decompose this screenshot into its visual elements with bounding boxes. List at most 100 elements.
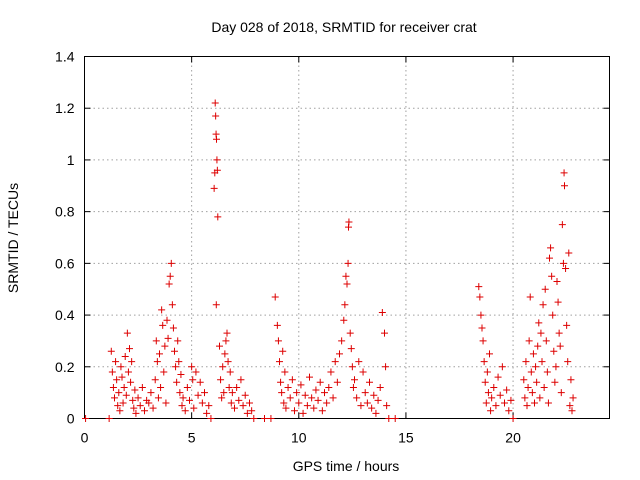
data-point — [224, 358, 232, 366]
data-point — [527, 368, 535, 376]
data-point — [153, 358, 161, 366]
data-point — [250, 415, 258, 422]
data-point — [483, 368, 491, 376]
data-point — [192, 368, 200, 376]
data-point — [333, 378, 341, 386]
data-point — [126, 345, 133, 353]
data-point — [273, 321, 281, 329]
data-point — [486, 350, 493, 358]
data-point — [541, 285, 549, 293]
data-point — [105, 415, 113, 422]
data-point — [213, 156, 221, 164]
data-point — [178, 402, 186, 410]
data-point — [203, 409, 211, 417]
data-point — [119, 399, 127, 407]
data-point — [490, 383, 498, 391]
chart-title: Day 028 of 2018, SRMTID for receiver cra… — [211, 19, 476, 35]
data-point — [179, 394, 187, 402]
y-tick-label: 1.2 — [55, 100, 75, 116]
data-point — [207, 415, 215, 422]
data-point — [108, 368, 116, 376]
data-point — [131, 386, 139, 394]
data-point — [132, 409, 140, 417]
data-point — [147, 389, 155, 397]
data-point — [201, 389, 208, 397]
data-point — [381, 329, 388, 337]
data-point — [374, 396, 382, 404]
data-point — [278, 389, 286, 397]
data-point — [560, 169, 568, 177]
data-point — [225, 383, 233, 391]
data-point — [308, 394, 316, 402]
data-point — [130, 404, 138, 412]
data-point — [157, 383, 165, 391]
data-point — [218, 394, 226, 402]
data-point — [534, 342, 542, 350]
data-point — [556, 342, 564, 350]
y-tick-label: 0 — [67, 411, 75, 427]
data-point — [391, 415, 399, 422]
data-point — [297, 381, 305, 389]
data-point — [543, 368, 551, 376]
data-point — [189, 376, 197, 384]
data-point — [532, 363, 540, 371]
data-point — [329, 394, 337, 402]
data-point — [186, 396, 193, 404]
data-point — [237, 376, 245, 384]
data-point — [161, 342, 169, 350]
data-point — [484, 389, 492, 397]
x-tick-label: 20 — [505, 430, 521, 446]
data-point — [213, 135, 220, 143]
data-point — [528, 389, 536, 397]
data-point — [323, 399, 331, 407]
data-point — [149, 404, 157, 412]
x-tick-label: 5 — [188, 430, 196, 446]
data-point — [113, 376, 121, 384]
data-point — [279, 347, 287, 355]
data-point — [122, 391, 130, 399]
data-point — [479, 337, 487, 345]
data-point — [160, 368, 168, 376]
data-point — [525, 337, 533, 345]
data-point — [173, 378, 181, 386]
data-point — [127, 378, 135, 386]
data-point — [552, 363, 560, 371]
data-point — [165, 280, 173, 288]
data-point — [213, 166, 221, 174]
data-point — [550, 347, 558, 355]
x-tick-label: 15 — [398, 430, 414, 446]
data-point — [181, 407, 189, 415]
data-point — [480, 358, 488, 366]
data-point — [159, 321, 167, 329]
data-point — [176, 389, 184, 397]
data-point — [167, 259, 175, 267]
data-point — [221, 350, 229, 358]
data-point — [531, 399, 538, 407]
data-point — [546, 254, 553, 262]
data-point — [382, 363, 390, 371]
data-point — [306, 373, 313, 381]
data-point — [482, 399, 490, 407]
plot-frame — [84, 56, 610, 419]
data-point — [128, 358, 136, 366]
data-point — [368, 404, 376, 412]
data-point — [205, 402, 213, 410]
data-point — [476, 293, 484, 301]
data-point — [353, 394, 361, 402]
data-point — [109, 383, 117, 391]
data-point — [210, 184, 218, 192]
data-point — [274, 337, 282, 345]
data-point — [121, 352, 129, 360]
data-point — [115, 389, 123, 397]
data-point — [138, 383, 146, 391]
y-tick-label: 0.4 — [55, 307, 75, 323]
data-point — [331, 358, 339, 366]
data-point — [494, 373, 502, 381]
data-point — [162, 399, 170, 407]
data-point — [310, 404, 318, 412]
data-point — [383, 402, 391, 410]
data-point — [312, 386, 320, 394]
data-point — [553, 277, 561, 285]
data-point — [351, 376, 358, 384]
data-point — [385, 415, 393, 422]
